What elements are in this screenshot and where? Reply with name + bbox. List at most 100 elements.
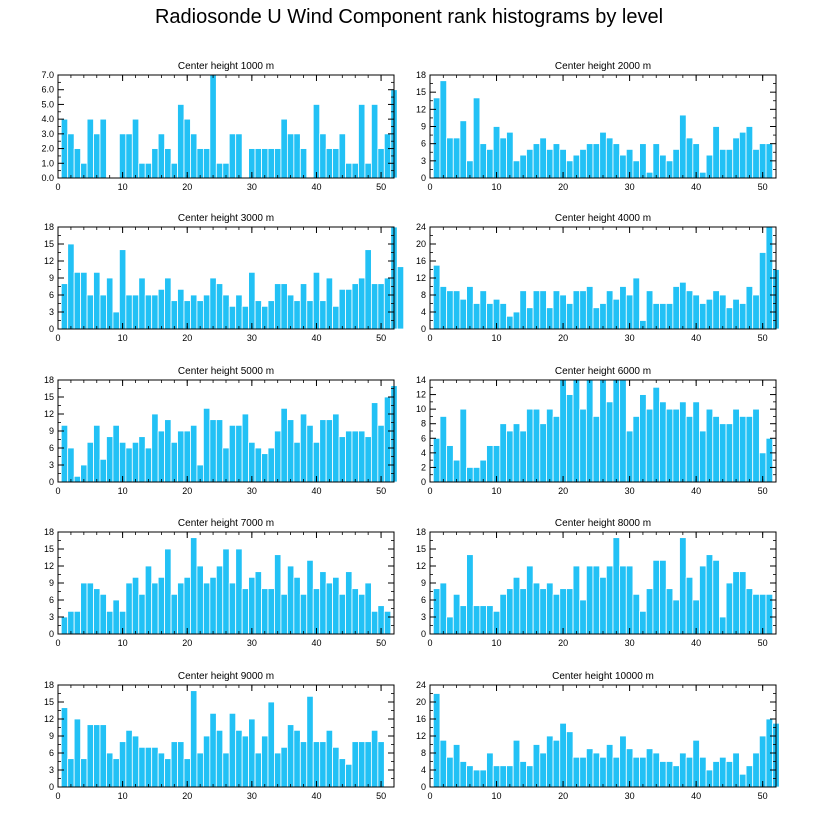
histogram-bar [546,408,554,483]
panel-title: Center height 5000 m [178,366,274,377]
histogram-bar [692,739,700,788]
histogram-bar [112,758,120,788]
histogram-bar [486,752,494,788]
histogram-bar [125,133,133,179]
histogram-bar [138,746,146,788]
y-tick-label: 4 [421,448,426,458]
histogram-bar [739,773,747,788]
histogram-bar [739,416,747,483]
histogram-bar [286,565,295,635]
histogram-bar [306,695,314,788]
histogram-bar [202,582,211,635]
histogram-bar [345,430,353,483]
x-tick-label: 40 [691,486,701,496]
histogram-bar [254,571,262,635]
y-tick-label: 10 [416,404,426,414]
histogram-bar [73,718,82,788]
y-tick-label: 6 [49,595,54,605]
y-tick-label: 18 [44,222,54,232]
histogram-bar [151,294,159,330]
x-tick-label: 50 [758,182,768,192]
x-tick-label: 50 [376,638,386,648]
histogram-bar [235,133,243,179]
histogram-bar [592,752,601,788]
histogram-bar [705,554,714,635]
histogram-bar [612,143,621,179]
histogram-bar [332,746,340,788]
histogram-bar [170,741,178,788]
x-tick-label: 0 [427,333,432,343]
histogram-bar [254,447,262,483]
histogram-bar [177,104,185,179]
histogram-bar [293,300,301,330]
histogram-bar [725,423,734,483]
histogram-bar [632,593,640,635]
histogram-bar [280,118,288,179]
histogram-bar [222,294,230,330]
x-tick-label: 20 [182,182,192,192]
y-tick-label: 12 [416,731,426,741]
x-tick-label: 30 [625,486,635,496]
histogram-bar [345,571,353,635]
histogram-bar [519,154,527,179]
histogram-bar [639,394,647,483]
x-tick-label: 20 [558,638,568,648]
x-tick-label: 10 [118,638,128,648]
histogram-bar [112,311,120,330]
histogram-bar [248,576,256,635]
y-tick-label: 1.0 [41,158,54,168]
histogram-bar [261,305,269,330]
histogram-bar [222,548,230,635]
histogram-bar [248,718,256,788]
histogram-bar [712,126,720,179]
y-tick-label: 16 [416,714,426,724]
histogram-bar [338,133,346,179]
histogram-bar [532,744,541,788]
histogram-bar [705,408,714,483]
histogram-bar [190,537,198,635]
histogram-bar [532,408,541,483]
y-tick-label: 18 [44,527,54,537]
histogram-bar [459,761,467,788]
histogram-bar [286,294,295,330]
histogram-bar [566,394,574,483]
histogram-bar [758,252,767,330]
histogram-bar [118,741,127,788]
x-tick-label: 40 [311,486,321,496]
y-tick-label: 0 [421,629,426,639]
histogram-bar [280,593,288,635]
histogram-bar [370,729,379,788]
histogram-bar [138,436,146,483]
histogram-bar [672,408,680,483]
histogram-bar [592,143,601,179]
histogram-bar [332,413,340,483]
histogram-bar [492,126,501,179]
y-tick-label: 8 [421,748,426,758]
x-tick-label: 50 [758,638,768,648]
histogram-bar [73,475,82,483]
histogram-bar [332,305,340,330]
histogram-bar [659,401,667,483]
y-tick-label: 14 [416,375,426,385]
histogram-bar [432,264,441,330]
histogram-bar [106,752,114,788]
histogram-bar [632,416,640,483]
histogram-bar [228,133,237,179]
histogram-bar [665,761,674,788]
histogram-bar [732,408,740,483]
histogram-bar [479,605,487,635]
histogram-bar [452,744,461,788]
histogram-bar [157,133,166,179]
histogram-bar [86,118,94,179]
x-tick-label: 40 [311,333,321,343]
x-tick-label: 40 [691,182,701,192]
y-tick-label: 7.0 [41,70,54,80]
x-tick-label: 0 [55,638,60,648]
histogram-bar [612,756,621,788]
histogram-bar [486,445,494,483]
histogram-bar [512,739,521,788]
x-tick-label: 40 [691,791,701,801]
histogram-bar [99,724,107,788]
histogram-bar [164,548,172,635]
histogram-bar [645,290,654,330]
